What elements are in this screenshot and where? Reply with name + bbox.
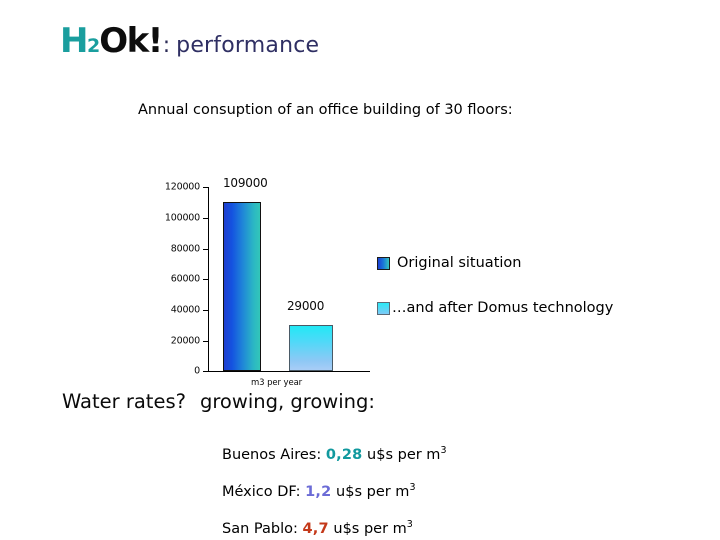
rate-unit-label: u$s per m: [331, 484, 410, 500]
x-axis-line: [208, 371, 370, 372]
y-tick-label: 80000: [170, 243, 200, 255]
rate-unit-label: u$s per m: [362, 447, 441, 463]
rate-unit-exponent: 3: [406, 519, 413, 531]
water-rate-list: Buenos Aires: 0,28 u$s per m3 México DF:…: [222, 445, 447, 540]
rate-unit-exponent: 3: [409, 482, 416, 494]
legend-item-after-domus-technology[interactable]: …and after Domus technology: [377, 300, 613, 316]
rate-value: 4,7: [302, 521, 329, 537]
rate-unit-exponent: 3: [440, 445, 447, 457]
rate-row-san-pablo: San Pablo: 4,7 u$s per m3: [222, 519, 446, 537]
rate-city-label: Buenos Aires:: [222, 447, 326, 463]
logo-h2-subscript: 2: [86, 35, 100, 57]
legend-swatch-icon: [377, 256, 390, 270]
y-axis-tick: [203, 279, 208, 280]
bar-original-situation[interactable]: [223, 202, 261, 371]
water-rates-question: Water rates?: [62, 390, 186, 413]
page-title: performance: [176, 33, 320, 58]
legend-item-label: Original situation: [397, 255, 522, 271]
bar-value-label: 109000: [223, 176, 268, 190]
y-axis-tick: [203, 249, 208, 250]
water-rates-trend: growing, growing:: [199, 390, 375, 413]
y-tick-label: 100000: [164, 212, 200, 224]
plot-area: [209, 187, 371, 371]
legend-item-original-situation[interactable]: Original situation: [377, 255, 613, 271]
h2ok-logo: H2Ok!: [60, 21, 163, 61]
subtitle-text: Annual consuption of an office building …: [138, 102, 513, 118]
slide-header: H2Ok! : performance: [60, 24, 319, 58]
bar-after-domus-technology[interactable]: [289, 325, 333, 371]
y-tick-label: 120000: [164, 181, 200, 193]
y-tick-label: 40000: [170, 304, 200, 316]
rate-city-label: San Pablo:: [222, 521, 303, 537]
y-axis-labels: 120000 100000 80000 60000 40000 20000 0: [150, 176, 200, 386]
rate-value: 1,2: [305, 484, 332, 500]
logo-ok-text: Ok!: [99, 21, 163, 61]
rate-unit-label: u$s per m: [328, 521, 407, 537]
logo-h2-letter: H: [60, 21, 88, 61]
y-tick-label: 0: [194, 365, 200, 377]
y-axis-tick: [203, 218, 208, 219]
rate-row-buenos-aires: Buenos Aires: 0,28 u$s per m3: [222, 445, 447, 463]
rate-row-mexico-df: México DF: 1,2 u$s per m3: [222, 482, 446, 500]
chart-legend: Original situation …and after Domus tech…: [377, 255, 613, 345]
y-tick-label: 60000: [170, 273, 200, 285]
bar-value-label: 29000: [287, 299, 325, 313]
bar-chart: 120000 100000 80000 60000 40000 20000 0 …: [150, 176, 380, 388]
y-axis-tick: [203, 341, 208, 342]
title-colon: :: [162, 33, 171, 58]
y-axis-line: [208, 187, 209, 371]
y-axis-tick: [203, 310, 208, 311]
legend-item-label: …and after Domus technology: [392, 300, 614, 316]
legend-swatch-icon: [377, 301, 390, 315]
water-rates-headline: Water rates? growing, growing:: [62, 390, 375, 413]
y-axis-tick: [203, 371, 208, 372]
x-axis-label: m3 per year: [251, 378, 303, 388]
rate-value: 0,28: [325, 447, 363, 463]
y-axis-tick: [203, 187, 208, 188]
rate-city-label: México DF:: [222, 484, 306, 500]
y-tick-label: 20000: [170, 335, 200, 347]
